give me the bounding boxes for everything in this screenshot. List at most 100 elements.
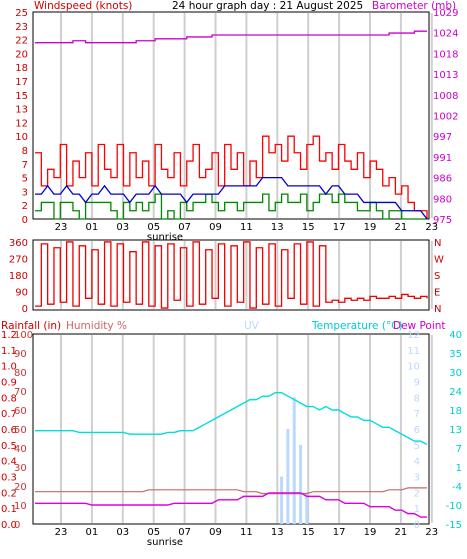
x-tick-label: 05 bbox=[147, 527, 160, 538]
humidity-tick: 90 bbox=[14, 349, 27, 360]
rainfall-tick: 0.9 bbox=[1, 378, 17, 389]
uv-tick: 11 bbox=[407, 346, 420, 357]
humidity-tick: 0 bbox=[14, 520, 20, 531]
direction-tick: 90 bbox=[15, 288, 28, 299]
uv-tick: 5 bbox=[414, 441, 420, 452]
temperature-humidity-panel: 0.0 0.1 0.2 0.3 0.4 0.5 0.6 0.7 0.8 0.9 1.0 1.1 1.2 0… bbox=[1, 330, 462, 548]
wind-average-line bbox=[35, 176, 428, 220]
x-tick-label: 21 bbox=[395, 222, 408, 233]
humidity-tick: 30 bbox=[14, 463, 27, 474]
rainfall-tick: 0.3 bbox=[1, 473, 17, 484]
windspeed-tick: 12 bbox=[15, 118, 28, 129]
rainfall-tick: 1.2 bbox=[1, 330, 17, 341]
humidity-tick: 50 bbox=[14, 425, 27, 436]
direction-tick: 270 bbox=[9, 255, 28, 266]
rainfall-tick: 0.2 bbox=[1, 488, 17, 499]
uv-bar bbox=[299, 444, 303, 524]
compass-tick: S bbox=[434, 271, 440, 282]
humidity-tick: 20 bbox=[14, 482, 27, 493]
windspeed-tick: 3 bbox=[22, 187, 28, 198]
sunrise-label: sunrise bbox=[147, 537, 183, 548]
uv-tick: 7 bbox=[414, 409, 420, 420]
direction-tick: 360 bbox=[9, 238, 28, 249]
dewpoint-axis-label: Dew Point bbox=[393, 320, 446, 332]
barometer-line bbox=[35, 30, 427, 44]
sunrise-label: sunrise bbox=[147, 232, 183, 243]
x-tick-label: 23 bbox=[425, 527, 438, 538]
compass-tick: E bbox=[434, 288, 440, 299]
x-tick-label: 09 bbox=[209, 222, 222, 233]
humidity-tick: 100 bbox=[14, 330, 33, 341]
uv-tick: 4 bbox=[414, 457, 420, 468]
x-tick-label: 07 bbox=[178, 527, 191, 538]
temperature-tick: 7 bbox=[456, 444, 462, 455]
windspeed-tick: 15 bbox=[15, 91, 28, 102]
x-tick-label: 03 bbox=[116, 527, 129, 538]
uv-tick: 12 bbox=[407, 330, 420, 341]
uv-axis-label: UV bbox=[244, 320, 259, 332]
compass-tick: W bbox=[434, 255, 444, 266]
uv-tick: 10 bbox=[407, 362, 420, 373]
compass-tick: N bbox=[434, 304, 441, 315]
x-tick-label: 09 bbox=[209, 527, 222, 538]
barometer-tick: 1018 bbox=[433, 49, 458, 60]
windspeed-tick: 13 bbox=[15, 105, 28, 116]
temperature-line bbox=[35, 392, 428, 446]
x-tick-label: 01 bbox=[86, 222, 99, 233]
windspeed-tick: 0 bbox=[22, 215, 28, 226]
x-tick-label: 03 bbox=[116, 222, 129, 233]
uv-tick: 3 bbox=[414, 473, 420, 484]
windspeed-tick: 23 bbox=[15, 22, 28, 33]
x-tick-label: 21 bbox=[395, 527, 408, 538]
wind-barometer-panel: 0235781012131517182022232597598098699199… bbox=[15, 8, 458, 243]
rainfall-tick: 0.0 bbox=[1, 520, 17, 531]
humidity-tick: 10 bbox=[14, 501, 27, 512]
x-tick-label: 23 bbox=[55, 222, 68, 233]
rainfall-axis-label: Rainfall (in) bbox=[1, 320, 62, 332]
direction-tick: 180 bbox=[9, 271, 28, 282]
temperature-axis-label: Temperature (°C) bbox=[312, 320, 403, 332]
barometer-axis-label: Barometer (mb) bbox=[372, 0, 457, 12]
direction-tick: 0 bbox=[22, 304, 28, 315]
x-tick-label: 07 bbox=[178, 222, 191, 233]
x-tick-label: 15 bbox=[302, 527, 315, 538]
windspeed-tick: 25 bbox=[15, 8, 28, 19]
rainfall-tick: 0.6 bbox=[1, 425, 17, 436]
barometer-tick: 1029 bbox=[433, 8, 458, 19]
windspeed-tick: 20 bbox=[15, 49, 28, 60]
temperature-tick: 13 bbox=[449, 425, 462, 436]
temperature-tick: 1 bbox=[456, 463, 462, 474]
rainfall-tick: 1.0 bbox=[1, 362, 17, 373]
barometer-tick: 1002 bbox=[433, 112, 458, 123]
uv-tick: 8 bbox=[414, 393, 420, 404]
barometer-tick: 986 bbox=[433, 174, 452, 185]
x-tick-label: 15 bbox=[302, 222, 315, 233]
windspeed-tick: 17 bbox=[15, 77, 28, 88]
temperature-tick: 18 bbox=[449, 406, 462, 417]
x-tick-label: 01 bbox=[86, 527, 99, 538]
barometer-tick: 1024 bbox=[433, 29, 458, 40]
x-tick-label: 17 bbox=[333, 222, 346, 233]
humidity-tick: 40 bbox=[14, 444, 27, 455]
uv-tick: 9 bbox=[414, 378, 420, 389]
temperature-tick: 24 bbox=[449, 387, 462, 398]
barometer-tick: 1008 bbox=[433, 91, 458, 102]
x-tick-label: 05 bbox=[147, 222, 160, 233]
uv-tick: 0 bbox=[414, 520, 420, 531]
rainfall-tick: 1.1 bbox=[1, 346, 17, 357]
plot-area bbox=[32, 333, 430, 525]
windspeed-tick: 7 bbox=[22, 160, 28, 171]
temperature-tick: 35 bbox=[449, 349, 462, 360]
x-tick-label: 19 bbox=[364, 527, 377, 538]
plot-area bbox=[32, 11, 430, 220]
temperature-tick: 40 bbox=[449, 330, 462, 341]
x-tick-label: 11 bbox=[240, 527, 253, 538]
windspeed-tick: 18 bbox=[15, 63, 28, 74]
windspeed-axis-label: Windspeed (knots) bbox=[34, 0, 133, 12]
humidity-tick: 60 bbox=[14, 406, 27, 417]
uv-bar bbox=[305, 492, 309, 524]
uv-bar bbox=[280, 476, 284, 524]
barometer-tick: 991 bbox=[433, 153, 452, 164]
